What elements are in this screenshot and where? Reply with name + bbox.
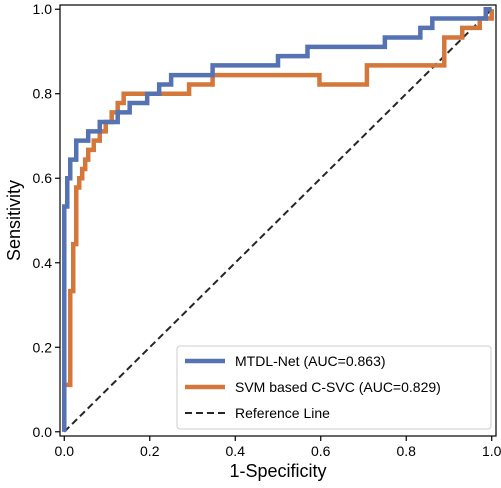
y-tick-label: 0.6 (33, 170, 53, 186)
y-tick-label: 0.0 (33, 424, 53, 440)
legend-box (176, 345, 492, 430)
x-tick-label: 0.8 (397, 443, 417, 459)
plot-frame (59, 4, 497, 437)
x-axis-label: 1-Specificity (229, 461, 326, 481)
legend-label-0: MTDL-Net (AUC=0.863) (235, 353, 386, 369)
y-axis-label: Sensitivity (4, 180, 24, 261)
series-line-2 (63, 8, 493, 433)
legend: MTDL-Net (AUC=0.863) SVM based C-SVC (AUC… (176, 345, 492, 430)
y-tick-label: 0.4 (33, 255, 53, 271)
x-tick-label: 0.0 (55, 443, 75, 459)
ticks-layer: 0.0 0.2 0.4 0.6 0.8 1.0 0.0 0.2 0.4 0.6 0.8 1.0 (33, 1, 501, 459)
y-tick-label: 0.2 (33, 339, 53, 355)
x-tick-label: 0.6 (311, 443, 331, 459)
legend-label-2: Reference Line (235, 405, 330, 421)
legend-entries: MTDL-Net (AUC=0.863) SVM based C-SVC (AUC… (185, 353, 441, 421)
y-tick-label: 1.0 (33, 1, 53, 17)
series-layer (62, 6, 494, 433)
legend-label-1: SVM based C-SVC (AUC=0.829) (235, 379, 441, 395)
series-line-0 (62, 6, 492, 432)
x-tick-label: 0.2 (140, 443, 160, 459)
y-tick-label: 0.8 (33, 86, 53, 102)
x-tick-label: 0.4 (226, 443, 246, 459)
x-tick-label: 1.0 (482, 443, 501, 459)
